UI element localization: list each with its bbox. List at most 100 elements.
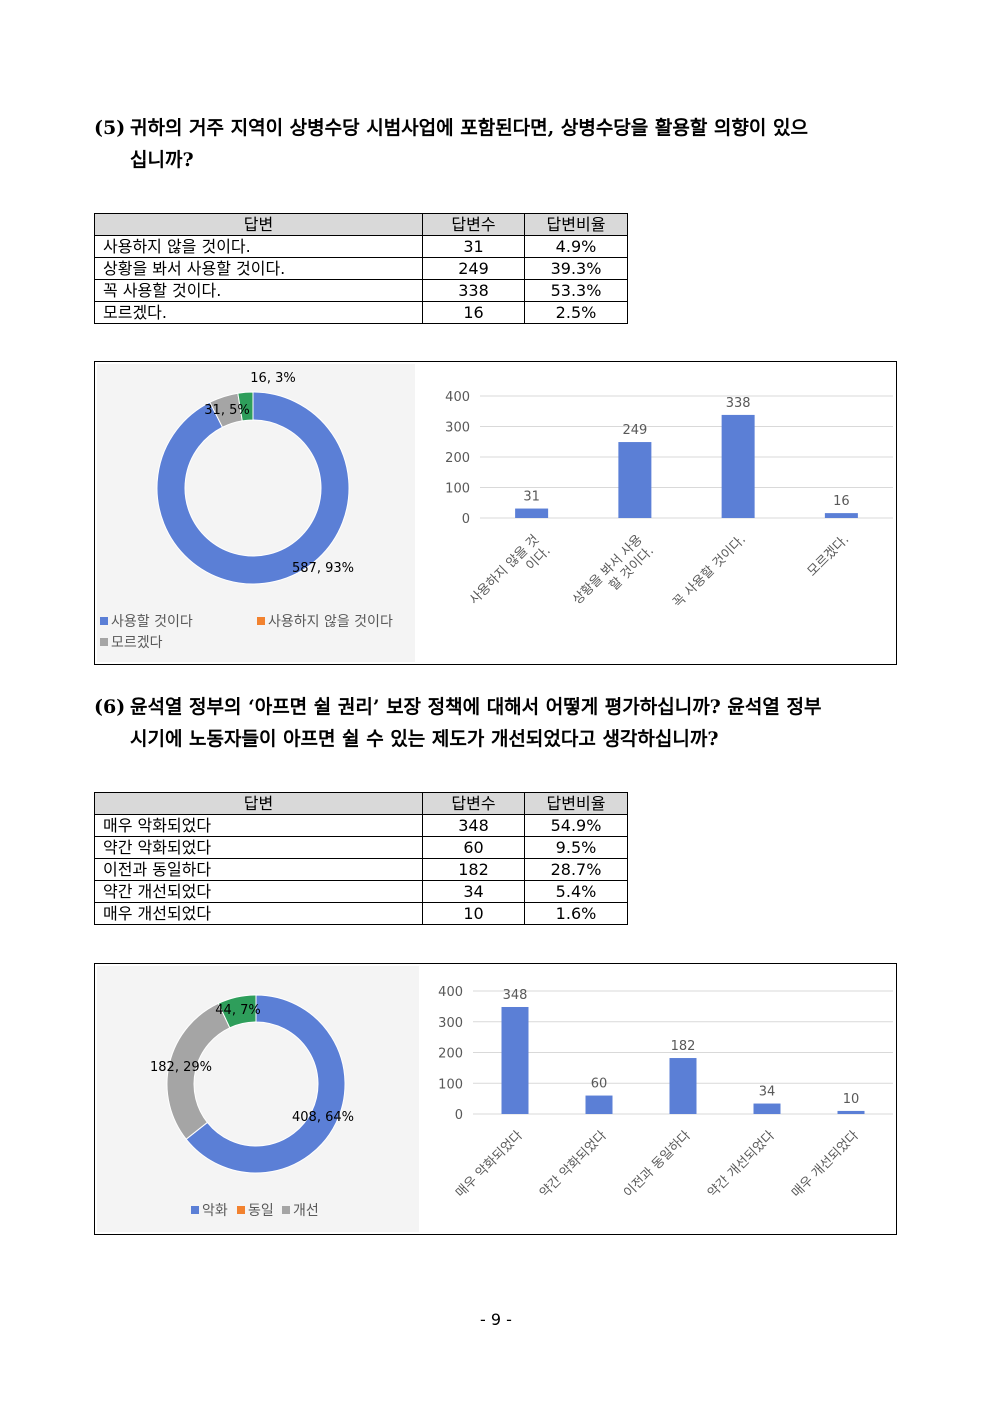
donut-slice — [217, 994, 257, 1029]
table-row: 사용하지 않을 것이다. 31 4.9% — [94, 235, 628, 258]
x-category-label-line: 매우 개선되었다 — [789, 1128, 862, 1201]
bar-data-label: 182 — [671, 1039, 696, 1054]
donut-slice — [237, 391, 254, 422]
y-tick-label: 0 — [462, 512, 470, 527]
legend-swatch — [100, 617, 108, 625]
count-cell: 60 — [422, 836, 525, 859]
donut-data-label: 182, 29% — [150, 1060, 212, 1075]
legend-label: 사용하지 않을 것이다 — [268, 614, 393, 630]
table-row: 매우 개선되었다 10 1.6% — [94, 902, 628, 925]
table-row: 꼭 사용할 것이다. 338 53.3% — [94, 279, 628, 302]
donut-data-label: 16, 3% — [250, 371, 295, 386]
question-6-number: (6) — [94, 696, 126, 718]
count-cell: 338 — [422, 279, 525, 302]
donut-data-label: 587, 93% — [292, 561, 354, 576]
table-row: 약간 개선되었다 34 5.4% — [94, 880, 628, 903]
answer-cell: 모르겠다. — [94, 301, 423, 324]
bar — [515, 508, 549, 518]
q5-answer-table: 답변 답변수 답변비율 사용하지 않을 것이다. 31 4.9% 상황을 봐서 사용… — [94, 213, 628, 324]
ratio-cell: 5.4% — [524, 880, 628, 903]
x-category-label: 꼭 사용할 것이다. — [670, 532, 749, 611]
ratio-cell: 4.9% — [524, 235, 628, 258]
legend-swatch — [237, 1206, 245, 1214]
y-tick-label: 300 — [445, 421, 470, 436]
q6-answer-table: 답변 답변수 답변비율 매우 악화되었다 348 54.9% 약간 악화되었다 60 9… — [94, 792, 628, 925]
ratio-cell: 2.5% — [524, 301, 628, 324]
header-ratio: 답변비율 — [524, 792, 628, 815]
question-5-number: (5) — [94, 117, 126, 139]
table-row: 모르겠다. 16 2.5% — [94, 301, 628, 324]
answer-cell: 꼭 사용할 것이다. — [94, 279, 423, 302]
count-cell: 249 — [422, 257, 525, 280]
answer-cell: 약간 개선되었다 — [94, 880, 423, 903]
q6-chart-panel: 408, 64% 182, 29% 44, 7% 악화 동일 개선 0 100 200 300 40… — [94, 963, 897, 1235]
bar-data-label: 338 — [726, 396, 751, 411]
x-category-label-line: 모르겠다. — [805, 532, 852, 579]
count-cell: 10 — [422, 902, 525, 925]
x-category-label: 상황을 봐서 사용할 것이다. — [570, 532, 657, 619]
legend-swatch — [282, 1206, 290, 1214]
legend-label: 악화 — [202, 1203, 228, 1219]
bar-data-label: 16 — [833, 494, 850, 509]
legend-swatch — [100, 638, 108, 646]
q5-charts-svg: 587, 93%31, 5%16, 3%사용할 것이다 사용하지 않을 것이다모르… — [97, 364, 893, 662]
header-ratio: 답변비율 — [524, 213, 628, 236]
y-tick-label: 100 — [438, 1077, 463, 1092]
ratio-cell: 53.3% — [524, 279, 628, 302]
x-category-label-line: 이전과 동일하다 — [621, 1128, 694, 1201]
legend-label: 모르겠다 — [111, 635, 163, 651]
legend-label: 개선 — [293, 1203, 319, 1219]
table-row: 매우 악화되었다 348 54.9% — [94, 814, 628, 837]
count-cell: 348 — [422, 814, 525, 837]
x-category-label-line: 매우 악화되었다 — [453, 1128, 526, 1201]
x-category-label-line: 꼭 사용할 것이다. — [670, 532, 749, 611]
header-answer: 답변 — [94, 792, 423, 815]
question-5-line2: 십니까? — [130, 149, 194, 171]
y-tick-label: 200 — [438, 1047, 463, 1062]
answer-cell: 매우 개선되었다 — [94, 902, 423, 925]
question-5-line1: 귀하의 거주 지역이 상병수당 시범사업에 포함된다면, 상병수당을 활용할 의… — [130, 117, 808, 139]
q6-charts-svg: 408, 64% 182, 29% 44, 7% 악화 동일 개선 0 100 200 300 40… — [97, 966, 893, 1232]
donut-data-label: 408, 64% — [292, 1110, 354, 1125]
legend-label: 사용할 것이다 — [111, 614, 193, 630]
ratio-cell: 54.9% — [524, 814, 628, 837]
legend-swatch — [257, 617, 265, 625]
bar — [837, 1110, 865, 1114]
donut-slice — [156, 391, 350, 585]
bar — [501, 1006, 529, 1114]
y-tick-label: 0 — [455, 1108, 463, 1123]
donut-slice — [185, 994, 346, 1174]
bar — [824, 513, 858, 518]
x-category-label: 모르겠다. — [805, 532, 852, 579]
y-tick-label: 300 — [438, 1016, 463, 1031]
y-tick-label: 400 — [445, 390, 470, 405]
ratio-cell: 1.6% — [524, 902, 628, 925]
question-6-title: (6) 윤석열 정부의 ‘아프면 쉴 권리’ 보장 정책에 대해서 어떻게 평가하… — [94, 691, 898, 755]
bar-data-label: 348 — [503, 988, 528, 1003]
x-category-label-line: 약간 개선되었다 — [705, 1128, 778, 1201]
x-category-label: 매우 악화되었다 — [453, 1128, 526, 1201]
x-category-label: 매우 개선되었다 — [789, 1128, 862, 1201]
y-tick-label: 400 — [438, 985, 463, 1000]
question-6-line1: 윤석열 정부의 ‘아프면 쉴 권리’ 보장 정책에 대해서 어떻게 평가하십니까… — [130, 696, 822, 718]
answer-cell: 약간 악화되었다 — [94, 836, 423, 859]
legend-swatch — [191, 1206, 199, 1214]
answer-cell: 매우 악화되었다 — [94, 814, 423, 837]
donut-data-label: 44, 7% — [215, 1003, 260, 1018]
header-count: 답변수 — [422, 792, 525, 815]
ratio-cell: 28.7% — [524, 858, 628, 881]
bar-data-label: 31 — [523, 490, 540, 505]
y-tick-label: 200 — [445, 451, 470, 466]
y-tick-label: 100 — [445, 482, 470, 497]
answer-cell: 사용하지 않을 것이다. — [94, 235, 423, 258]
ratio-cell: 39.3% — [524, 257, 628, 280]
bar — [618, 442, 652, 518]
x-category-label: 약간 개선되었다 — [705, 1128, 778, 1201]
header-count: 답변수 — [422, 213, 525, 236]
answer-cell: 상황을 봐서 사용할 것이다. — [94, 257, 423, 280]
bar-data-label: 249 — [622, 423, 647, 438]
header-answer: 답변 — [94, 213, 423, 236]
bar — [585, 1095, 613, 1114]
bar-data-label: 60 — [591, 1077, 608, 1092]
bar — [669, 1058, 697, 1114]
